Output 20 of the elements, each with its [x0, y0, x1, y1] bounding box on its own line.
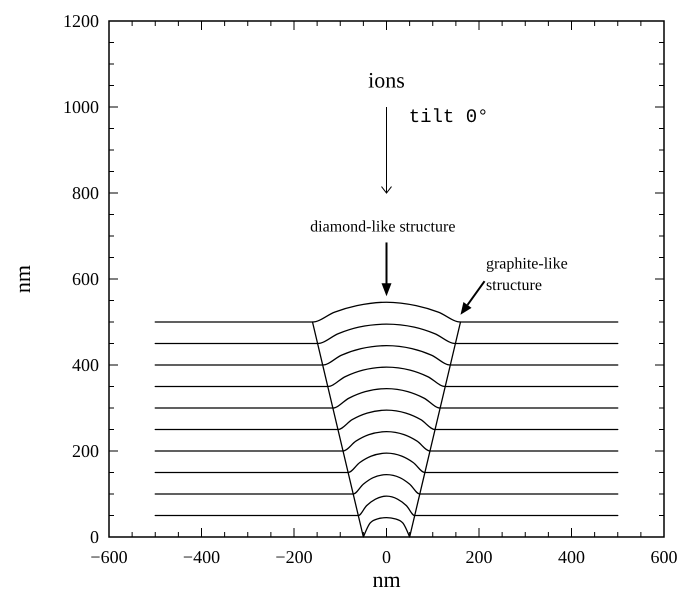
x-tick-label: −400 [182, 547, 220, 567]
annotation: diamond-like structure [310, 218, 456, 236]
y-tick-label: 400 [72, 355, 99, 375]
x-tick-label: 600 [650, 547, 678, 567]
x-tick-label: −200 [275, 547, 313, 567]
y-axis-title: nm [10, 264, 35, 294]
annotation: ions [368, 68, 405, 93]
x-tick-label: 400 [558, 547, 585, 567]
x-tick-label: 0 [382, 547, 391, 567]
y-tick-label: 200 [72, 441, 99, 461]
annotation: graphite-like structure [486, 255, 568, 294]
y-tick-label: 1000 [63, 97, 99, 117]
x-tick-label: −600 [90, 547, 128, 567]
annotation: tilt 0° [408, 106, 489, 128]
y-tick-label: 600 [72, 269, 99, 289]
y-tick-label: 1200 [63, 11, 99, 31]
y-tick-label: 0 [90, 527, 99, 547]
x-axis-title: nm [372, 567, 401, 592]
y-tick-label: 800 [72, 183, 99, 203]
x-tick-label: 200 [466, 547, 492, 567]
